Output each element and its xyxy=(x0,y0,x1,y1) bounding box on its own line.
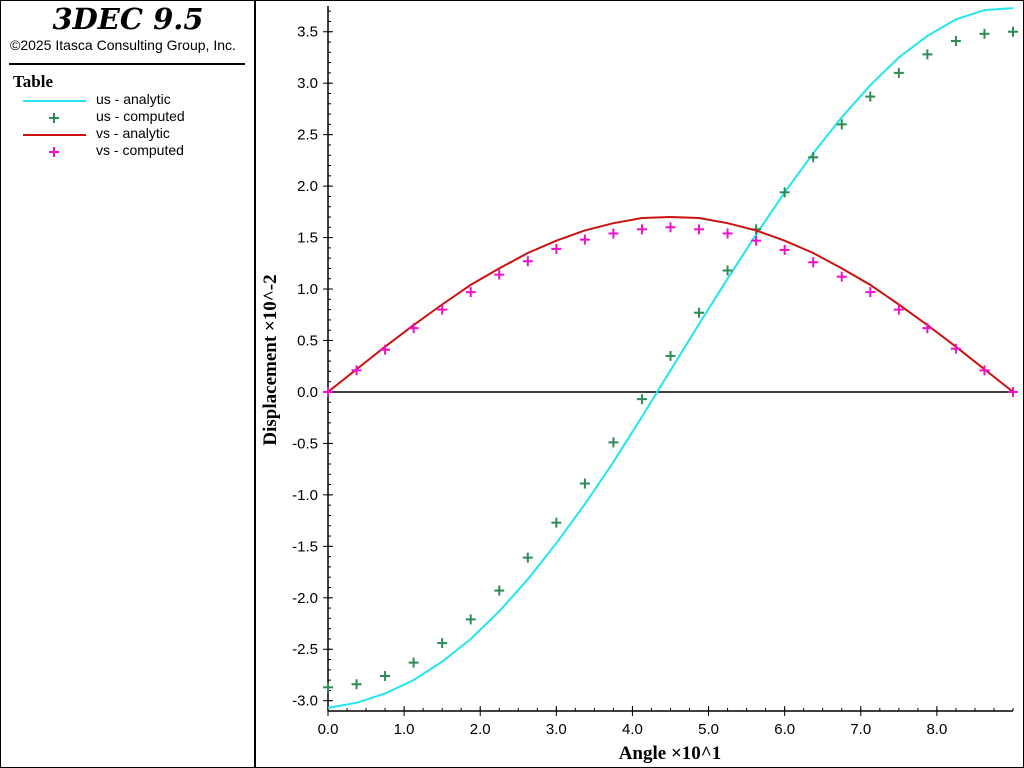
point-vs-computed xyxy=(522,256,533,267)
point-us-computed xyxy=(865,91,876,102)
legend-entry-us-analytic: us - analytic xyxy=(20,91,250,109)
point-us-computed xyxy=(551,517,562,528)
y-tick-label: -3.0 xyxy=(292,693,318,710)
legend-entry-vs-computed: vs - computed xyxy=(20,142,250,160)
y-tick-label: -2.0 xyxy=(292,590,318,607)
point-vs-computed xyxy=(665,222,676,233)
point-vs-computed xyxy=(465,287,476,298)
point-vs-computed xyxy=(694,224,705,235)
point-vs-computed xyxy=(893,304,904,315)
point-us-computed xyxy=(323,682,333,693)
displacement-chart: -3.0 -2.5 -2.0 -1.5 -1.0 -0.5 0.0 0.5 1.0 1.5 2.0 2… xyxy=(260,6,1018,764)
point-vs-computed xyxy=(836,271,847,282)
point-us-computed xyxy=(636,394,647,405)
point-us-computed xyxy=(494,585,505,596)
point-vs-computed xyxy=(979,365,990,376)
x-tick-label: 1.0 xyxy=(394,721,415,738)
y-tick-label: 2.5 xyxy=(297,127,318,144)
point-vs-computed xyxy=(865,287,876,298)
point-vs-computed xyxy=(1008,386,1018,397)
legend-label: us - analytic xyxy=(96,91,171,107)
legend-label: vs - analytic xyxy=(96,125,170,141)
legend-line-icon xyxy=(23,100,86,102)
point-us-computed xyxy=(465,614,476,625)
y-tick-label: -2.5 xyxy=(292,641,318,658)
x-tick-label: 8.0 xyxy=(926,721,947,738)
x-axis-label: Angle ×10^1 xyxy=(619,743,722,764)
x-tick-label: 6.0 xyxy=(774,721,795,738)
point-vs-computed xyxy=(579,234,590,245)
point-us-computed xyxy=(779,187,790,198)
point-us-computed xyxy=(808,152,819,163)
copyright-text: ©2025 Itasca Consulting Group, Inc. xyxy=(10,37,236,53)
y-tick-label: 3.0 xyxy=(297,75,318,92)
point-us-computed xyxy=(979,28,990,39)
point-vs-computed xyxy=(722,228,733,239)
series-line-vs-analytic xyxy=(327,215,1014,393)
point-us-computed xyxy=(579,478,590,489)
legend-line-icon xyxy=(23,134,86,136)
point-us-computed xyxy=(408,657,419,668)
y-tick-label: 2.0 xyxy=(297,178,318,195)
point-vs-computed xyxy=(950,343,961,354)
point-us-computed xyxy=(608,437,619,448)
point-vs-computed xyxy=(437,304,448,315)
point-us-computed xyxy=(836,119,847,130)
y-tick-label: 0.5 xyxy=(297,332,318,349)
x-tick-label: 5.0 xyxy=(698,721,719,738)
point-vs-computed xyxy=(380,344,391,355)
point-vs-computed xyxy=(779,244,790,255)
y-tick-label: 1.5 xyxy=(297,230,318,247)
chart-axes: -3.0 -2.5 -2.0 -1.5 -1.0 -0.5 0.0 0.5 1.0 1.5 2.0 2… xyxy=(292,6,1014,738)
point-vs-computed xyxy=(551,243,562,254)
chart-series xyxy=(323,7,1018,709)
point-us-computed xyxy=(351,679,362,690)
point-us-computed xyxy=(722,265,733,276)
point-us-computed xyxy=(380,671,391,682)
series-line-us-analytic xyxy=(327,7,1014,709)
point-vs-computed xyxy=(808,257,819,268)
point-vs-computed xyxy=(494,269,505,280)
point-us-computed xyxy=(522,552,533,563)
point-vs-computed xyxy=(751,235,762,246)
legend-title: Table xyxy=(13,72,54,91)
point-us-computed xyxy=(950,35,961,46)
point-vs-computed xyxy=(408,323,419,334)
point-us-computed xyxy=(922,49,933,60)
legend-entry-us-computed: us - computed xyxy=(20,108,250,126)
point-us-computed xyxy=(665,350,676,361)
y-tick-label: 0.0 xyxy=(297,384,318,401)
legend-plus-icon xyxy=(49,147,59,157)
point-vs-computed xyxy=(351,365,362,376)
legend-panel: 3DEC 9.5 ©2025 Itasca Consulting Group, … xyxy=(0,0,256,768)
title-divider xyxy=(9,63,245,65)
point-vs-computed xyxy=(922,323,933,334)
y-tick-label: -0.5 xyxy=(292,435,318,452)
legend-label: us - computed xyxy=(96,108,185,124)
point-vs-computed xyxy=(636,224,647,235)
x-tick-label: 3.0 xyxy=(546,721,567,738)
legend-label: vs - computed xyxy=(96,142,184,158)
point-us-computed xyxy=(1008,26,1018,37)
point-us-computed xyxy=(893,67,904,78)
legend-plus-icon xyxy=(49,113,59,123)
x-tick-label: 2.0 xyxy=(470,721,491,738)
app-title: 3DEC 9.5 xyxy=(52,2,204,36)
y-axis-label: Displacement ×10^-2 xyxy=(260,274,281,445)
x-tick-label: 7.0 xyxy=(850,721,871,738)
y-tick-label: -1.5 xyxy=(292,538,318,555)
y-tick-label: 3.5 xyxy=(297,24,318,41)
point-vs-computed xyxy=(323,386,333,397)
x-tick-label: 4.0 xyxy=(622,721,643,738)
point-us-computed xyxy=(437,638,448,649)
y-tick-label: 1.0 xyxy=(297,281,318,298)
point-vs-computed xyxy=(608,228,619,239)
y-tick-label: -1.0 xyxy=(292,487,318,504)
legend-entry-vs-analytic: vs - analytic xyxy=(20,125,250,143)
x-tick-label: 0.0 xyxy=(318,721,339,738)
point-us-computed xyxy=(694,307,705,318)
